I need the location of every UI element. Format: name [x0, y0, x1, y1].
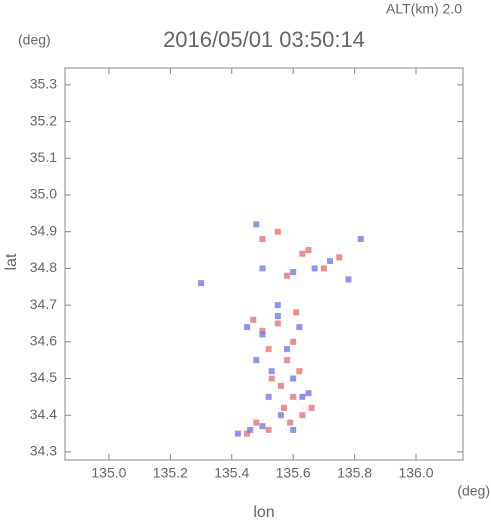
data-point [290, 375, 297, 382]
data-point [265, 393, 272, 400]
data-point [299, 250, 306, 257]
y-tick-label: 35.2 [30, 112, 57, 128]
data-point [299, 412, 306, 419]
y-tick-label: 34.7 [30, 296, 57, 312]
y-tick-label: 35.1 [30, 149, 57, 165]
x-axis-label: lon [253, 504, 274, 521]
data-point [280, 404, 287, 411]
data-point [290, 269, 297, 276]
data-point [259, 236, 266, 243]
x-tick-label: 135.4 [214, 465, 249, 481]
data-point [296, 368, 303, 375]
altitude-label: ALT(km) 2.0 [386, 1, 462, 17]
data-point [305, 390, 312, 397]
data-point [253, 419, 260, 426]
data-point [293, 309, 300, 316]
data-point [268, 375, 275, 382]
data-point [259, 265, 266, 272]
data-point [305, 247, 312, 254]
data-point [274, 228, 281, 235]
data-point [234, 430, 241, 437]
data-point [198, 280, 205, 287]
data-point [290, 426, 297, 433]
chart-title: 2016/05/01 03:50:14 [163, 27, 365, 52]
data-point [244, 324, 251, 331]
data-point [250, 316, 257, 323]
data-point [265, 426, 272, 433]
y-tick-label: 34.4 [30, 406, 57, 422]
y-tick-label: 35.3 [30, 76, 57, 92]
data-point [274, 313, 281, 320]
data-point [268, 368, 275, 375]
data-point [284, 272, 291, 279]
y-tick-label: 34.5 [30, 369, 57, 385]
data-point [259, 327, 266, 334]
y-tick-label: 34.8 [30, 259, 57, 275]
data-point [327, 258, 334, 265]
plot-frame [64, 67, 464, 461]
y-tick-label: 34.3 [30, 443, 57, 459]
y-tick-label: 35.0 [30, 186, 57, 202]
data-point [253, 221, 260, 228]
data-point [299, 393, 306, 400]
data-point [296, 324, 303, 331]
y-tick-label: 34.6 [30, 333, 57, 349]
data-point [284, 357, 291, 364]
y-axis-label: lat [3, 253, 20, 270]
x-tick-label: 135.2 [153, 465, 188, 481]
data-point [274, 302, 281, 309]
x-unit: (deg) [457, 483, 490, 499]
data-point [244, 430, 251, 437]
data-point [259, 331, 266, 338]
x-tick-label: 135.6 [276, 465, 311, 481]
data-point [308, 404, 315, 411]
data-point [277, 382, 284, 389]
data-point [259, 423, 266, 430]
data-point [265, 346, 272, 353]
data-point [357, 236, 364, 243]
data-point [284, 346, 291, 353]
y-unit: (deg) [18, 32, 51, 48]
data-point [277, 412, 284, 419]
data-point [345, 276, 352, 283]
data-point [287, 419, 294, 426]
y-tick-label: 34.9 [30, 222, 57, 238]
data-point [253, 357, 260, 364]
x-tick-label: 136.0 [398, 465, 433, 481]
data-point [290, 393, 297, 400]
data-point [320, 265, 327, 272]
data-point [311, 265, 318, 272]
data-point [336, 254, 343, 261]
data-point [274, 320, 281, 327]
x-tick-label: 135.8 [337, 465, 372, 481]
data-point [290, 338, 297, 345]
x-tick-label: 135.0 [91, 465, 126, 481]
data-point [247, 426, 254, 433]
